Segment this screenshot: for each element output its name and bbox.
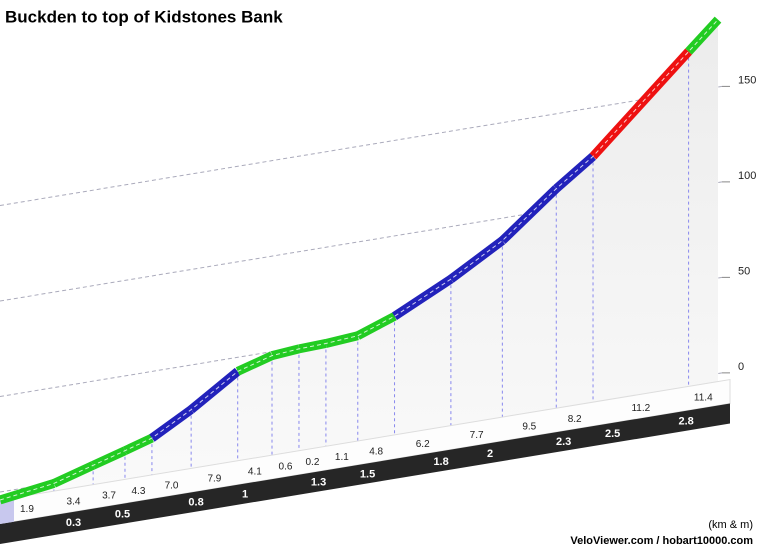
gradient-label: 9.5 [522,421,536,432]
floor-band [0,403,730,544]
distance-label: 0.5 [115,509,130,521]
gradient-label: 7.7 [470,430,484,441]
chart-title: Buckden to top of Kidstones Bank [5,7,283,26]
elevation-area [0,19,718,500]
gradient-label: 3.7 [102,491,116,502]
distance-label: 0.8 [188,497,203,509]
gradient-segment [355,312,397,340]
distance-label: 1.8 [433,456,448,468]
distance-label: 2.3 [556,436,571,448]
gradient-label: 0.6 [279,462,293,473]
plot: 0 50 100 150 1.9 3.4 3.7 4.3 7.0 7.9 4.1 0.6 0.2 1.1 4… [0,16,756,544]
distance-label: 2 [487,448,493,460]
distance-label: 1.3 [311,476,326,488]
gradient-label: 4.1 [248,467,262,478]
gradient-label: 1.1 [335,452,349,463]
gradient-label: 11.2 [631,403,650,414]
gradient-label: 1.9 [20,504,34,515]
gradient-label: 6.2 [416,439,430,450]
gradient-label: 7.9 [207,473,221,484]
gradient-label: 4.3 [132,486,146,497]
grid-line [0,85,723,207]
start-face [0,497,14,524]
credit: VeloViewer.com / hobart10000.com [570,535,753,547]
gradient-segment [188,367,241,414]
gradient-label: 3.4 [67,497,81,508]
gradient-label: 7.0 [165,480,179,491]
distance-label: 0.3 [66,517,81,529]
ribbon-centerline [0,19,719,501]
units-note: (km & m) [708,519,753,531]
distance-label: 2.5 [605,428,620,440]
y-tick-label: 100 [738,170,756,182]
gradient-label: 4.8 [369,447,383,458]
gradient-label: 11.4 [694,393,713,404]
gradient-segment [685,16,722,55]
y-tick-label: 50 [738,265,750,277]
distance-label: 2.8 [678,416,693,428]
y-tick-label: 0 [738,361,744,373]
gradient-label: 8.2 [568,414,582,425]
distance-label: 1 [242,488,248,500]
distance-label: 1.5 [360,468,375,480]
y-tick-label: 150 [738,74,756,86]
gradient-label: 0.2 [305,457,319,468]
